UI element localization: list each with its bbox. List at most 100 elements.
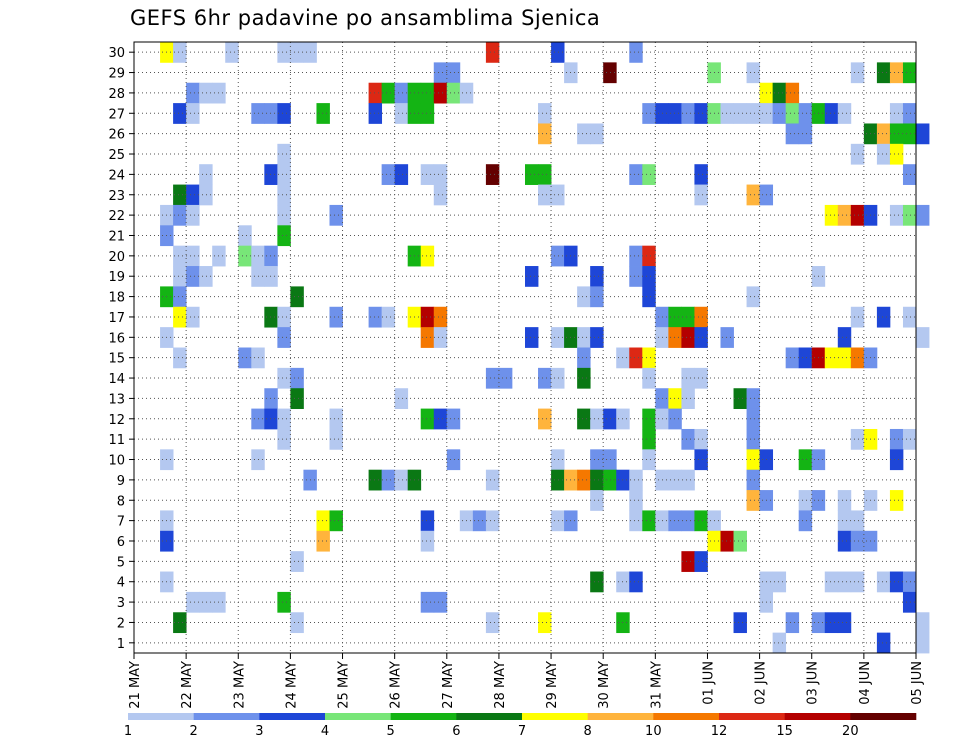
x-tick-label: 24 MAY [284,661,299,709]
heatmap-cell [668,408,682,430]
heatmap-cell [277,306,291,328]
heatmap-cell [681,428,695,450]
heatmap-cell [603,62,617,84]
heatmap-cell [694,184,708,206]
heatmap-cell [199,184,213,206]
heatmap-cell [290,367,304,389]
heatmap-cell [603,449,617,471]
heatmap-cell [902,204,917,226]
heatmap-cell [785,103,800,124]
heatmap-cell [381,164,396,185]
heatmap-cell [381,82,396,104]
heatmap-cell [577,123,591,145]
heatmap-cell [824,571,839,593]
legend-swatch [325,713,391,720]
heatmap-cell [173,266,187,287]
legend-label: 1 [124,724,132,739]
heatmap-cell [525,164,539,185]
heatmap-cell [485,612,500,634]
y-tick-label: 19 [108,270,125,285]
heatmap-cell [420,82,435,104]
heatmap-cell [290,42,304,63]
heatmap-cell [837,530,852,552]
y-tick-label: 15 [108,352,125,367]
heatmap-cell [850,62,865,84]
y-tick-label: 25 [108,148,125,163]
y-tick-label: 30 [108,46,125,61]
heatmap-cell [889,428,904,450]
x-tick-label: 21 MAY [128,661,143,709]
y-tick-label: 3 [117,596,125,611]
legend-label: 5 [387,724,395,739]
heatmap-cell [420,327,435,348]
y-tick-label: 22 [108,209,125,224]
legend-swatch [128,713,194,720]
y-tick-label: 8 [117,494,125,509]
heatmap-cell [772,103,787,124]
heatmap-cell [733,103,747,124]
heatmap-cell [850,571,865,593]
heatmap-cell [681,551,695,572]
heatmap-cell [485,42,500,63]
heatmap-cell [577,327,591,348]
heatmap-cell [746,103,760,124]
heatmap-cell [681,306,695,328]
heatmap-cell [277,327,291,348]
heatmap-cell [902,306,917,328]
heatmap-cell [551,449,565,471]
heatmap-cell [433,591,448,613]
x-tick-label: 27 MAY [441,661,456,709]
heatmap-cell [277,184,291,206]
heatmap-cell [681,103,695,124]
heatmap-cell [277,408,291,430]
heatmap-cell [538,164,552,185]
heatmap-cell [433,82,448,104]
heatmap-cell [629,510,643,532]
heatmap-cell [525,327,539,348]
heatmap-cell [394,103,409,124]
heatmap-cell [577,286,591,308]
heatmap-cell [368,82,383,104]
heatmap-cell [681,388,695,409]
heatmap-cell [173,347,187,369]
legend-label: 12 [711,724,728,739]
heatmap-cell [668,327,682,348]
heatmap-cell [199,164,213,185]
legend-label: 6 [452,724,460,739]
heatmap-cell [186,591,200,613]
heatmap-cell [850,428,865,450]
heatmap-cell [420,306,435,328]
heatmap-cell [603,469,617,491]
heatmap-cell [590,571,604,593]
heatmap-cell [694,428,708,450]
heatmap-cell [876,306,891,328]
heatmap-cell [551,42,565,63]
heatmap-cell [772,632,787,654]
heatmap-cell [277,591,291,613]
heatmap-cell [225,42,239,63]
heatmap-cell [746,62,760,84]
heatmap-cell [173,42,187,63]
heatmap-cell [186,204,200,226]
heatmap-cell [277,42,291,63]
heatmap-cell [420,245,435,267]
heatmap-cell [551,184,565,206]
heatmap-cell [785,612,800,634]
heatmap-cell [642,367,656,389]
heatmap-cell [329,204,343,226]
heatmap-cell [694,327,708,348]
legend-swatch [259,713,326,720]
heatmap-cell [681,510,695,532]
heatmap-cell [238,225,252,247]
y-tick-label: 28 [108,87,125,102]
heatmap-cell [186,245,200,267]
heatmap-cell [824,204,839,226]
heatmap-cell [590,449,604,471]
heatmap-cell [590,123,604,145]
heatmap-cell [329,510,343,532]
heatmap-cell [746,388,760,409]
heatmap-cell [629,571,643,593]
heatmap-cell [681,367,695,389]
heatmap-cell [876,62,891,84]
heatmap-cell [577,469,591,491]
